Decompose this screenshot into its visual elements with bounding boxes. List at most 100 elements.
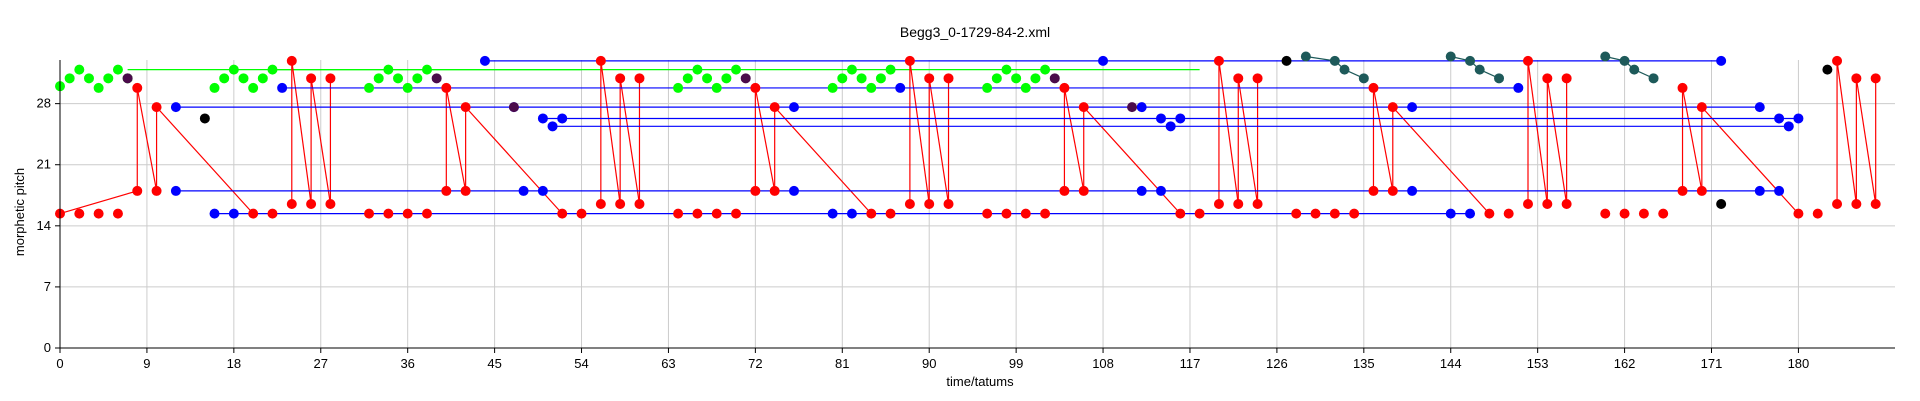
y-tick-label: 14 <box>37 218 51 233</box>
note-point <box>789 102 800 113</box>
note-point <box>711 82 722 93</box>
connection-line <box>1392 106 1490 215</box>
note-point <box>866 82 877 93</box>
x-tick-label: 54 <box>574 356 588 371</box>
note-point <box>228 208 239 219</box>
note-point <box>673 208 684 219</box>
note-point <box>1165 121 1176 132</box>
note-point <box>1793 113 1804 124</box>
note-point <box>1561 198 1572 209</box>
note-point <box>364 82 375 93</box>
note-point <box>122 73 133 84</box>
note-point <box>325 198 336 209</box>
note-point <box>1156 185 1167 196</box>
x-axis-label: time/tatums <box>946 374 1014 389</box>
note-point <box>1011 73 1022 84</box>
note-point <box>460 185 471 196</box>
note-point <box>1619 208 1630 219</box>
note-point <box>1368 82 1379 93</box>
note-point <box>1310 208 1321 219</box>
note-point <box>1329 55 1340 66</box>
note-point <box>1136 185 1147 196</box>
note-point <box>383 64 394 75</box>
note-point <box>1561 73 1572 84</box>
note-point <box>1407 185 1418 196</box>
note-point <box>479 55 490 66</box>
note-point <box>1358 73 1369 84</box>
connection-line <box>310 78 332 205</box>
note-point <box>673 82 684 93</box>
connection-line <box>1836 60 1857 205</box>
note-point <box>885 64 896 75</box>
note-point <box>1349 208 1360 219</box>
note-point <box>1127 102 1138 113</box>
note-point <box>943 198 954 209</box>
note-point <box>924 198 935 209</box>
connection-line <box>465 106 563 215</box>
note-point <box>93 82 104 93</box>
x-tick-label: 36 <box>400 356 414 371</box>
note-point <box>875 73 886 84</box>
note-point <box>83 73 94 84</box>
note-point <box>267 208 278 219</box>
note-point <box>1619 55 1630 66</box>
axes: 0 9 18 27 36 45 54 63 72 81 90 99 108 117 126 135 144 153… <box>37 60 1895 371</box>
note-point <box>1465 55 1476 66</box>
note-point <box>1098 55 1109 66</box>
note-point <box>1252 73 1263 84</box>
note-point <box>1696 102 1707 113</box>
note-point <box>827 82 838 93</box>
note-point <box>547 121 558 132</box>
note-point <box>1001 64 1012 75</box>
note-point <box>74 64 85 75</box>
note-point <box>769 102 780 113</box>
note-point <box>373 73 384 84</box>
x-tick-label: 45 <box>487 356 501 371</box>
note-point <box>306 198 317 209</box>
note-point <box>1793 208 1804 219</box>
note-point <box>557 113 568 124</box>
x-tick-label: 18 <box>227 356 241 371</box>
note-point <box>1677 82 1688 93</box>
note-point <box>1407 102 1418 113</box>
note-point <box>1523 198 1534 209</box>
note-point <box>1774 113 1785 124</box>
note-point <box>460 102 471 113</box>
x-tick-label: 9 <box>143 356 150 371</box>
connection-line <box>1083 106 1181 215</box>
x-tick-label: 81 <box>835 356 849 371</box>
connection-line <box>619 78 641 205</box>
note-point <box>383 208 394 219</box>
note-point <box>1020 82 1031 93</box>
note-point <box>1049 73 1060 84</box>
note-point <box>1822 64 1833 75</box>
connection-line <box>1855 78 1877 205</box>
note-point <box>711 208 722 219</box>
x-tick-label: 162 <box>1614 356 1636 371</box>
note-point <box>537 113 548 124</box>
note-point <box>904 198 915 209</box>
note-point <box>837 73 848 84</box>
connection-line <box>600 60 621 205</box>
note-point <box>1716 55 1727 66</box>
y-tick-label: 0 <box>44 340 51 355</box>
note-point <box>1629 64 1640 75</box>
y-tick-label: 21 <box>37 157 51 172</box>
x-tick-label: 27 <box>314 356 328 371</box>
note-point <box>1851 198 1862 209</box>
note-point <box>1648 73 1659 84</box>
note-point <box>1156 113 1167 124</box>
connection-line <box>928 78 950 205</box>
note-point <box>1030 73 1041 84</box>
note-point <box>634 73 645 84</box>
connection-line <box>909 60 930 205</box>
note-point <box>1677 185 1688 196</box>
note-point <box>634 198 645 209</box>
note-point <box>402 82 413 93</box>
note-point <box>615 73 626 84</box>
note-point <box>1600 208 1611 219</box>
note-point <box>199 113 210 124</box>
note-point <box>991 73 1002 84</box>
note-point <box>1329 208 1340 219</box>
